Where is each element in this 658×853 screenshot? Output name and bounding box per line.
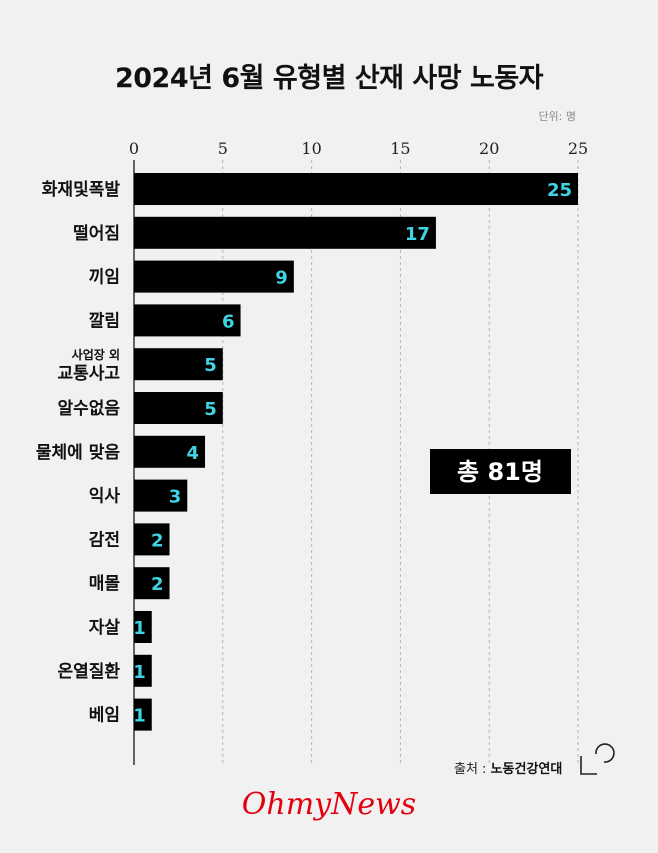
value-label-3: 6 — [222, 311, 235, 332]
bar-10 — [134, 611, 152, 643]
value-label-0: 25 — [547, 180, 572, 201]
category-label-1: 떨어짐 — [73, 224, 120, 244]
bar-1 — [134, 216, 436, 249]
category-label-3: 깔림 — [89, 310, 120, 331]
total-label: 총 81명 — [457, 458, 543, 486]
bar-7 — [134, 479, 188, 512]
chart-title: 2024년 6월 유형별 산재 사망 노동자 — [115, 63, 544, 94]
source-prefix: 출처 : — [454, 762, 491, 777]
category-label-11: 온열질환 — [57, 661, 120, 682]
value-labels: 25 17 9 6 5 5 4 3 2 2 1 1 1 — [133, 180, 572, 727]
bar-4 — [134, 348, 223, 381]
value-label-5: 5 — [204, 399, 217, 420]
bar-12 — [134, 698, 152, 731]
x-tick-0: 0 — [129, 139, 139, 158]
category-label-5: 알수없음 — [57, 399, 120, 419]
source-logo-icon — [580, 743, 615, 775]
category-label-4: 사업장 외 교통사고 — [57, 347, 120, 384]
x-tick-10: 10 — [301, 139, 321, 158]
category-label-7: 익사 — [89, 487, 121, 507]
value-label-10: 1 — [133, 618, 146, 639]
x-tick-15: 15 — [390, 139, 410, 158]
bar-8 — [134, 523, 170, 556]
value-label-1: 17 — [405, 224, 430, 245]
source-text: 출처 : 노동건강연대 — [454, 761, 562, 777]
source-name: 노동건강연대 — [491, 761, 563, 777]
category-label-12: 베임 — [89, 705, 120, 726]
ohmynews-logo: OhmyNews — [242, 787, 416, 822]
x-tick-20: 20 — [479, 139, 499, 158]
value-label-11: 1 — [133, 662, 146, 683]
bar-6 — [134, 435, 206, 468]
bar-5 — [134, 392, 223, 424]
value-label-12: 1 — [133, 706, 146, 727]
category-label-2: 끼임 — [89, 267, 120, 288]
category-label-9: 매몰 — [89, 574, 121, 594]
x-axis-ticks: 0 5 10 15 20 25 — [129, 139, 588, 158]
bars — [134, 173, 578, 731]
bar-9 — [134, 567, 170, 600]
total-box — [430, 449, 571, 494]
category-label-0: 화재및폭발 — [42, 180, 121, 200]
category-label-10: 자살 — [89, 618, 121, 638]
value-label-7: 3 — [169, 487, 182, 508]
value-label-9: 2 — [151, 574, 164, 595]
bar-0 — [134, 173, 578, 205]
x-tick-5: 5 — [218, 139, 228, 158]
bar-2 — [134, 260, 294, 293]
value-label-2: 9 — [275, 268, 288, 289]
value-label-4: 5 — [204, 355, 217, 376]
value-label-8: 2 — [151, 530, 164, 551]
bar-11 — [134, 654, 152, 687]
x-tick-25: 25 — [568, 139, 588, 158]
unit-label: 단위: 명 — [538, 110, 576, 123]
category-label-6: 물체에 맞음 — [36, 443, 120, 463]
category-label-8: 감전 — [89, 530, 120, 550]
value-label-6: 4 — [187, 443, 200, 464]
bar-3 — [134, 304, 241, 337]
